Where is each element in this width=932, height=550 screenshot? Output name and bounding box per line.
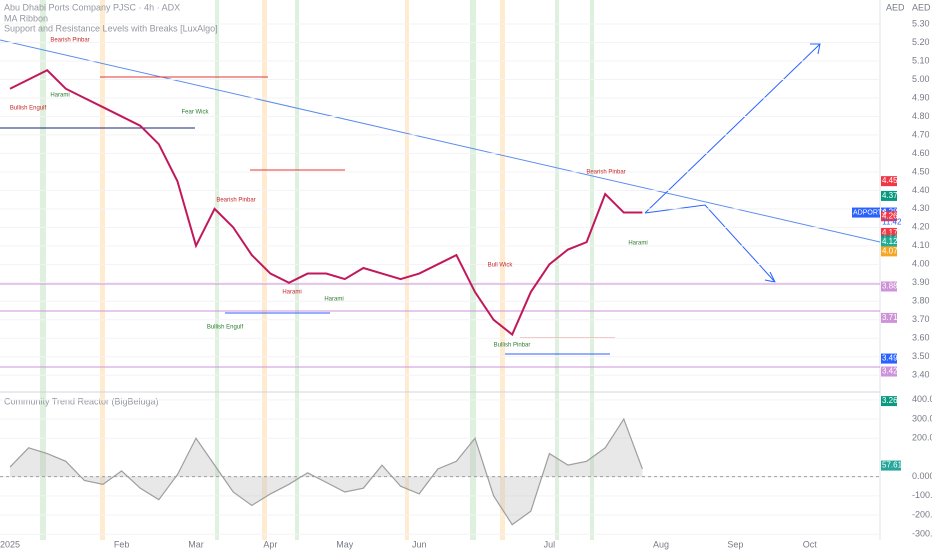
- symbol-tag-label: ADPORTS: [853, 209, 887, 216]
- y-tick-label: 3.60: [912, 333, 930, 343]
- price-badge-label: 4.07: [882, 246, 898, 255]
- y-tick-label: 3.90: [912, 277, 930, 287]
- price-line: [9, 69, 643, 337]
- y-tick-label: 3.70: [912, 314, 930, 324]
- price-badge: [881, 227, 897, 238]
- x-tick-label: 2025: [0, 539, 20, 549]
- x-tick-label: Aug: [653, 539, 669, 549]
- oscillator-badge-label: 57.61: [882, 461, 903, 470]
- y-tick-label: 4.10: [912, 240, 930, 250]
- pattern-label: Bull Wick: [488, 263, 514, 269]
- y-tick-label: 5.30: [912, 18, 930, 28]
- pattern-label: Harami: [628, 241, 647, 247]
- price-badge: [881, 190, 897, 201]
- y-tick-label: 4.80: [912, 111, 930, 121]
- price-badge-label: 4.17: [882, 228, 898, 237]
- y-tick-label: 4.30: [912, 203, 930, 213]
- price-badge: [881, 176, 897, 187]
- y-tick-label: 4.00: [912, 259, 930, 269]
- x-tick-label: Jun: [412, 539, 427, 549]
- price-badge: [881, 246, 897, 257]
- y-tick-label: 4.90: [912, 92, 930, 102]
- y-tick-label: 5.20: [912, 37, 930, 47]
- price-badge: [881, 281, 897, 292]
- y-tick-label: 5.00: [912, 74, 930, 84]
- price-badge-label: 3.26: [882, 396, 898, 405]
- drawings: [0, 39, 881, 368]
- currency: AED: [886, 2, 905, 12]
- y-tick-label: 3.40: [912, 370, 930, 380]
- price-badge: [881, 353, 897, 364]
- y-tick-label: 4.70: [912, 129, 930, 139]
- y-tick-label: 4.60: [912, 148, 930, 158]
- session-stripes: [40, 0, 594, 540]
- y-tick-label: -300.0: [912, 529, 932, 539]
- price-badge-label: 3.49: [882, 354, 898, 363]
- y-tick-label: 3.50: [912, 351, 930, 361]
- y-tick-label: 400.0: [912, 394, 932, 404]
- y-tick-label: 200.0: [912, 433, 932, 443]
- pattern-label: Bearish Pinbar: [586, 170, 625, 176]
- currency: AED: [912, 2, 931, 12]
- pattern-label: Harami: [50, 93, 69, 99]
- last-time: 11:42: [882, 218, 902, 227]
- x-tick-label: Apr: [263, 539, 277, 549]
- price-badge-label: 3.88: [882, 282, 898, 291]
- price-badge-label: 4.12: [882, 237, 898, 246]
- pattern-label: Harami: [324, 297, 343, 303]
- pattern-label: Bullish Engulf: [10, 106, 47, 112]
- y-tick-label: 4.40: [912, 185, 930, 195]
- price-badge: [881, 211, 897, 222]
- y-tick-label: -200.0: [912, 509, 932, 519]
- symbol-tag: [852, 207, 880, 218]
- price-badge-label: 4.37: [882, 191, 898, 200]
- pattern-label: Bullish Pinbar: [494, 343, 531, 349]
- y-tick-label: 5.10: [912, 55, 930, 65]
- price-badge-label: 3.71: [882, 313, 898, 322]
- symbol-title: Abu Dhabi Ports Company PJSC · 4h · ADX: [4, 2, 180, 12]
- pattern-label: Fear Wick: [182, 110, 210, 116]
- price-badge-label: 4.45: [882, 176, 898, 185]
- y-tick-label: 300.0: [912, 413, 932, 423]
- oscillator-line: [9, 417, 643, 526]
- x-tick-label: Jul: [544, 539, 556, 549]
- indicator-name: Support and Resistance Levels with Break…: [4, 23, 218, 33]
- price-badge: [881, 312, 897, 323]
- x-tick-label: Mar: [188, 539, 204, 549]
- price-badge: [881, 366, 897, 377]
- price-badge-label: 3.42: [882, 367, 898, 376]
- x-tick-label: May: [336, 539, 354, 549]
- price-badge-label: 4.26: [882, 211, 898, 220]
- price-badge: [881, 396, 897, 407]
- pattern-label: Bearish Pinbar: [216, 198, 255, 204]
- indicator-name: MA Ribbon: [4, 13, 48, 23]
- oscillator-badge: [881, 460, 901, 471]
- x-tick-label: Oct: [803, 539, 818, 549]
- pattern-label: Bearish Pinbar: [50, 38, 89, 44]
- y-tick-label: 0.0000: [912, 471, 932, 481]
- y-tick-label: 4.20: [912, 222, 930, 232]
- y-tick-label: -100.00: [912, 490, 932, 500]
- pattern-label: Bullish Engulf: [207, 325, 244, 331]
- x-tick-label: Sep: [727, 539, 743, 549]
- x-tick-label: Feb: [114, 539, 130, 549]
- y-tick-label: 3.80: [912, 296, 930, 306]
- pattern-label: Harami: [282, 290, 301, 296]
- y-tick-label: 4.50: [912, 166, 930, 176]
- oscillator-title: Community Trend Reactor (BigBeluga): [4, 396, 159, 406]
- price-badge: [881, 237, 897, 248]
